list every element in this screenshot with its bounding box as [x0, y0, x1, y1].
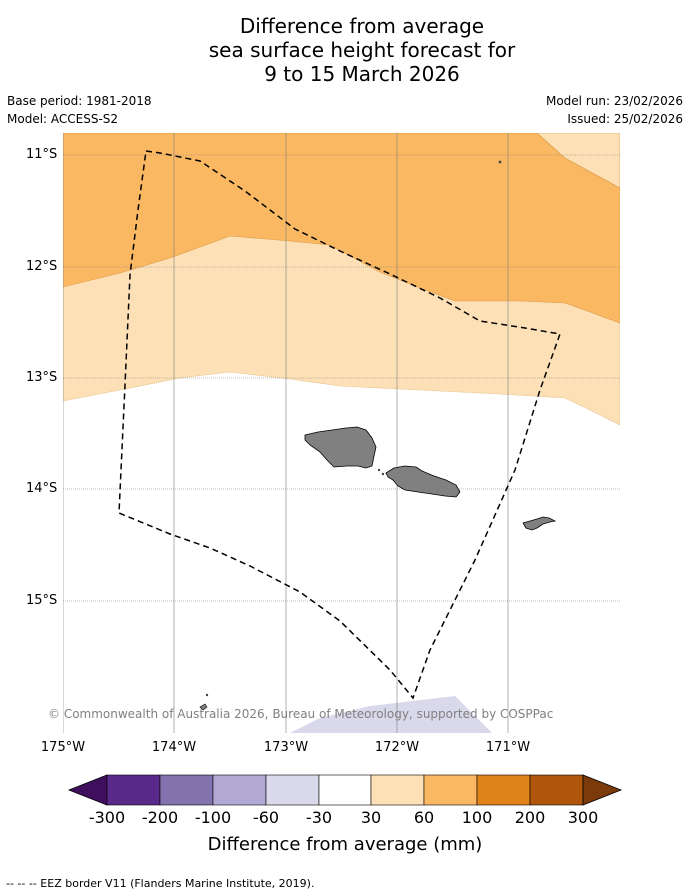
- lat-label-11s: 11°S: [26, 147, 58, 162]
- colorbar-seg-6: [370, 774, 425, 806]
- colorbar-seg-9: [529, 774, 584, 806]
- issued-date: Issued: 25/02/2026: [567, 112, 683, 126]
- title-line-2: sea surface height forecast for: [208, 38, 516, 62]
- lon-label-171w: 171°W: [485, 740, 531, 755]
- lat-label-14s: 14°S: [26, 481, 58, 496]
- title-line-1: Difference from average: [239, 14, 485, 38]
- colorbar-seg-5: [318, 774, 372, 806]
- colorbar-seg-1: [106, 774, 161, 806]
- island-tutuila: [522, 516, 557, 531]
- islet-south-2: [205, 693, 209, 697]
- gridlines: [63, 133, 620, 733]
- colorbar-tick-label: -300: [88, 808, 126, 827]
- colorbar-max-arrow: [582, 774, 623, 806]
- colorbar-tick-label: 100: [461, 808, 493, 827]
- lat-label-12s: 12°S: [26, 259, 58, 274]
- colorbar-min-arrow: [67, 774, 108, 806]
- lat-label-13s: 13°S: [26, 370, 58, 385]
- islet-apolima: [381, 472, 385, 476]
- model-name: Model: ACCESS-S2: [7, 112, 119, 126]
- colorbar-tick-label: 200: [514, 808, 546, 827]
- islet-south: [199, 703, 208, 711]
- colorbar-tick-label: 30: [360, 808, 382, 827]
- anomaly-patch-neg30-60: [290, 696, 492, 733]
- colorbar-tick-label: -100: [194, 808, 232, 827]
- colorbar-tick-label: -60: [252, 808, 280, 827]
- lat-label-15s: 15°S: [26, 593, 58, 608]
- colorbar-title: Difference from average (mm): [207, 834, 483, 855]
- model-run-date: Model run: 23/02/2026: [545, 94, 683, 108]
- island-upolu: [385, 465, 461, 498]
- colorbar-tick-label: -30: [305, 808, 333, 827]
- anomaly-patch-30-60-ne: [536, 133, 620, 189]
- chart-title: Difference from average sea surface heig…: [0, 14, 690, 86]
- colorbar-tick-label: -200: [141, 808, 179, 827]
- colorbar-seg-7: [423, 774, 478, 806]
- copyright-notice: © Commonwealth of Australia 2026, Bureau…: [48, 707, 554, 721]
- colorbar-tick-label: 300: [567, 808, 599, 827]
- title-line-3: 9 to 15 March 2026: [264, 62, 460, 86]
- islet-manono: [377, 468, 381, 472]
- lon-label-173w: 173°W: [263, 740, 309, 755]
- lon-label-172w: 172°W: [374, 740, 420, 755]
- lon-label-175w: 175°W: [40, 740, 86, 755]
- colorbar-tick-label: 60: [413, 808, 435, 827]
- colorbar-seg-4: [265, 774, 320, 806]
- lon-label-174w: 174°W: [151, 740, 197, 755]
- eez-border: [118, 150, 562, 700]
- eez-legend: -- -- -- EEZ border V11 (Flanders Marine…: [6, 877, 315, 890]
- colorbar-seg-2: [159, 774, 214, 806]
- colorbar-seg-8: [476, 774, 531, 806]
- base-period: Base period: 1981-2018: [7, 94, 152, 108]
- colorbar-seg-3: [212, 774, 267, 806]
- island-savaii: [304, 426, 377, 469]
- islet-north: [498, 160, 502, 164]
